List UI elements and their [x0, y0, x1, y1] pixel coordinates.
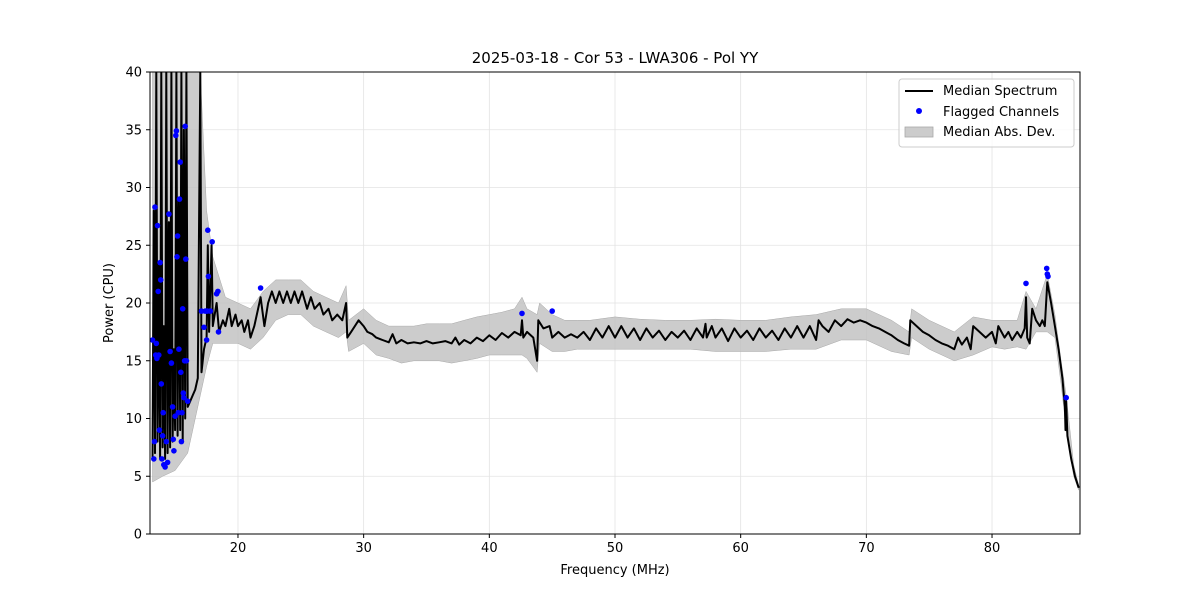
flagged-channel-point: [173, 132, 179, 139]
flagged-channel-point: [205, 273, 212, 280]
flagged-channel-point: [177, 159, 183, 165]
flagged-channel-point: [207, 308, 214, 314]
x-axis-label: Frequency (MHz): [560, 563, 669, 578]
flagged-channel-point: [154, 222, 161, 229]
flagged-channel-point: [151, 438, 158, 445]
flagged-channel-point: [164, 459, 171, 466]
flagged-channel-point: [178, 369, 184, 376]
legend-flagged-dot-swatch: [916, 108, 922, 114]
flagged-channel-point: [176, 346, 182, 353]
axes: 20 30 40 50 60 70 80 0 5 10 15 20 25 30 35 40: [125, 66, 1000, 557]
flagged-channel-point: [1063, 394, 1069, 401]
y-tick-label: 15: [125, 354, 142, 369]
flagged-channel-point: [257, 285, 264, 291]
flagged-channel-point: [167, 348, 173, 355]
flagged-channel-point: [163, 438, 170, 445]
flagged-channel-point: [170, 436, 177, 443]
flagged-channel-point: [183, 256, 189, 262]
flagged-channel-point: [152, 204, 158, 210]
x-tick-label: 70: [858, 541, 875, 556]
flagged-channel-point: [166, 211, 172, 217]
median-spectrum-line: [151, 72, 1080, 489]
flagged-channel-point: [156, 427, 163, 433]
legend-flagged-label: Flagged Channels: [943, 105, 1059, 120]
flagged-channel-point: [160, 409, 166, 416]
legend-median-label: Median Spectrum: [943, 84, 1057, 99]
flagged-channel-point: [151, 456, 157, 462]
flagged-channel-point: [203, 337, 210, 343]
flagged-channel-point: [215, 288, 221, 295]
flagged-channel-point: [169, 404, 176, 410]
flagged-channel-point: [153, 340, 160, 347]
y-tick-label: 25: [125, 239, 142, 254]
flagged-channel-point: [174, 233, 181, 239]
flagged-channel-point: [182, 123, 188, 130]
flagged-channel-point: [176, 196, 183, 202]
x-tick-label: 40: [481, 541, 498, 556]
flagged-channel-point: [183, 358, 190, 364]
y-tick-label: 35: [125, 123, 142, 138]
y-tick-label: 5: [134, 470, 142, 485]
legend-mad-patch-swatch: [904, 126, 934, 138]
flagged-channel-point: [180, 390, 187, 396]
y-tick-label: 40: [125, 66, 142, 81]
chart-title: 2025-03-18 - Cor 53 - LWA306 - Pol YY: [472, 49, 759, 67]
flagged-channel-point: [179, 409, 185, 416]
flagged-channel-point: [158, 381, 165, 387]
x-tick-label: 60: [732, 541, 749, 556]
x-tick-label: 50: [607, 541, 624, 556]
flagged-channel-point: [155, 288, 161, 295]
flagged-channel-point: [157, 259, 163, 266]
flagged-channel-point: [1023, 280, 1029, 287]
y-tick-label: 20: [125, 297, 142, 312]
legend-box: [898, 78, 1075, 148]
y-tick-label: 10: [125, 412, 142, 427]
flagged-channel-point: [179, 306, 186, 312]
x-tick-label: 80: [984, 541, 1001, 556]
flagged-channel-point: [519, 310, 525, 317]
flagged-channel-point: [201, 324, 207, 331]
plot-area: [150, 72, 1080, 491]
flagged-channel-point: [171, 448, 177, 454]
flagged-channel-point: [174, 253, 180, 260]
flagged-channel-point: [162, 464, 168, 470]
flagged-channel-point: [159, 456, 165, 462]
flagged-channel-point: [157, 277, 164, 283]
flagged-channel-point: [184, 398, 191, 405]
y-tick-label: 30: [125, 181, 142, 196]
x-tick-label: 30: [355, 541, 372, 556]
mad-band: [152, 72, 1079, 491]
flagged-channel-point: [205, 227, 211, 233]
flagged-channel-point: [156, 352, 162, 358]
flagged-channel-point: [549, 308, 555, 314]
flagged-channel-point: [150, 337, 156, 343]
flagged-channel-point: [159, 433, 166, 439]
flagged-channel-point: [215, 329, 222, 335]
flagged-channel-point: [173, 128, 180, 134]
x-tick-label: 20: [230, 541, 247, 556]
flagged-channel-point: [178, 438, 185, 445]
y-tick-label: 0: [134, 528, 142, 543]
flagged-channel-point: [209, 239, 215, 245]
flagged-channel-point: [168, 360, 175, 366]
legend-mad-label: Median Abs. Dev.: [943, 125, 1055, 140]
flagged-channel-point: [181, 394, 187, 401]
flagged-channel-point: [1043, 265, 1050, 272]
flagged-channel-point: [1045, 273, 1051, 280]
legend: Median Spectrum Flagged Channels Median …: [898, 78, 1075, 148]
y-axis-label: Power (CPU): [102, 263, 117, 343]
